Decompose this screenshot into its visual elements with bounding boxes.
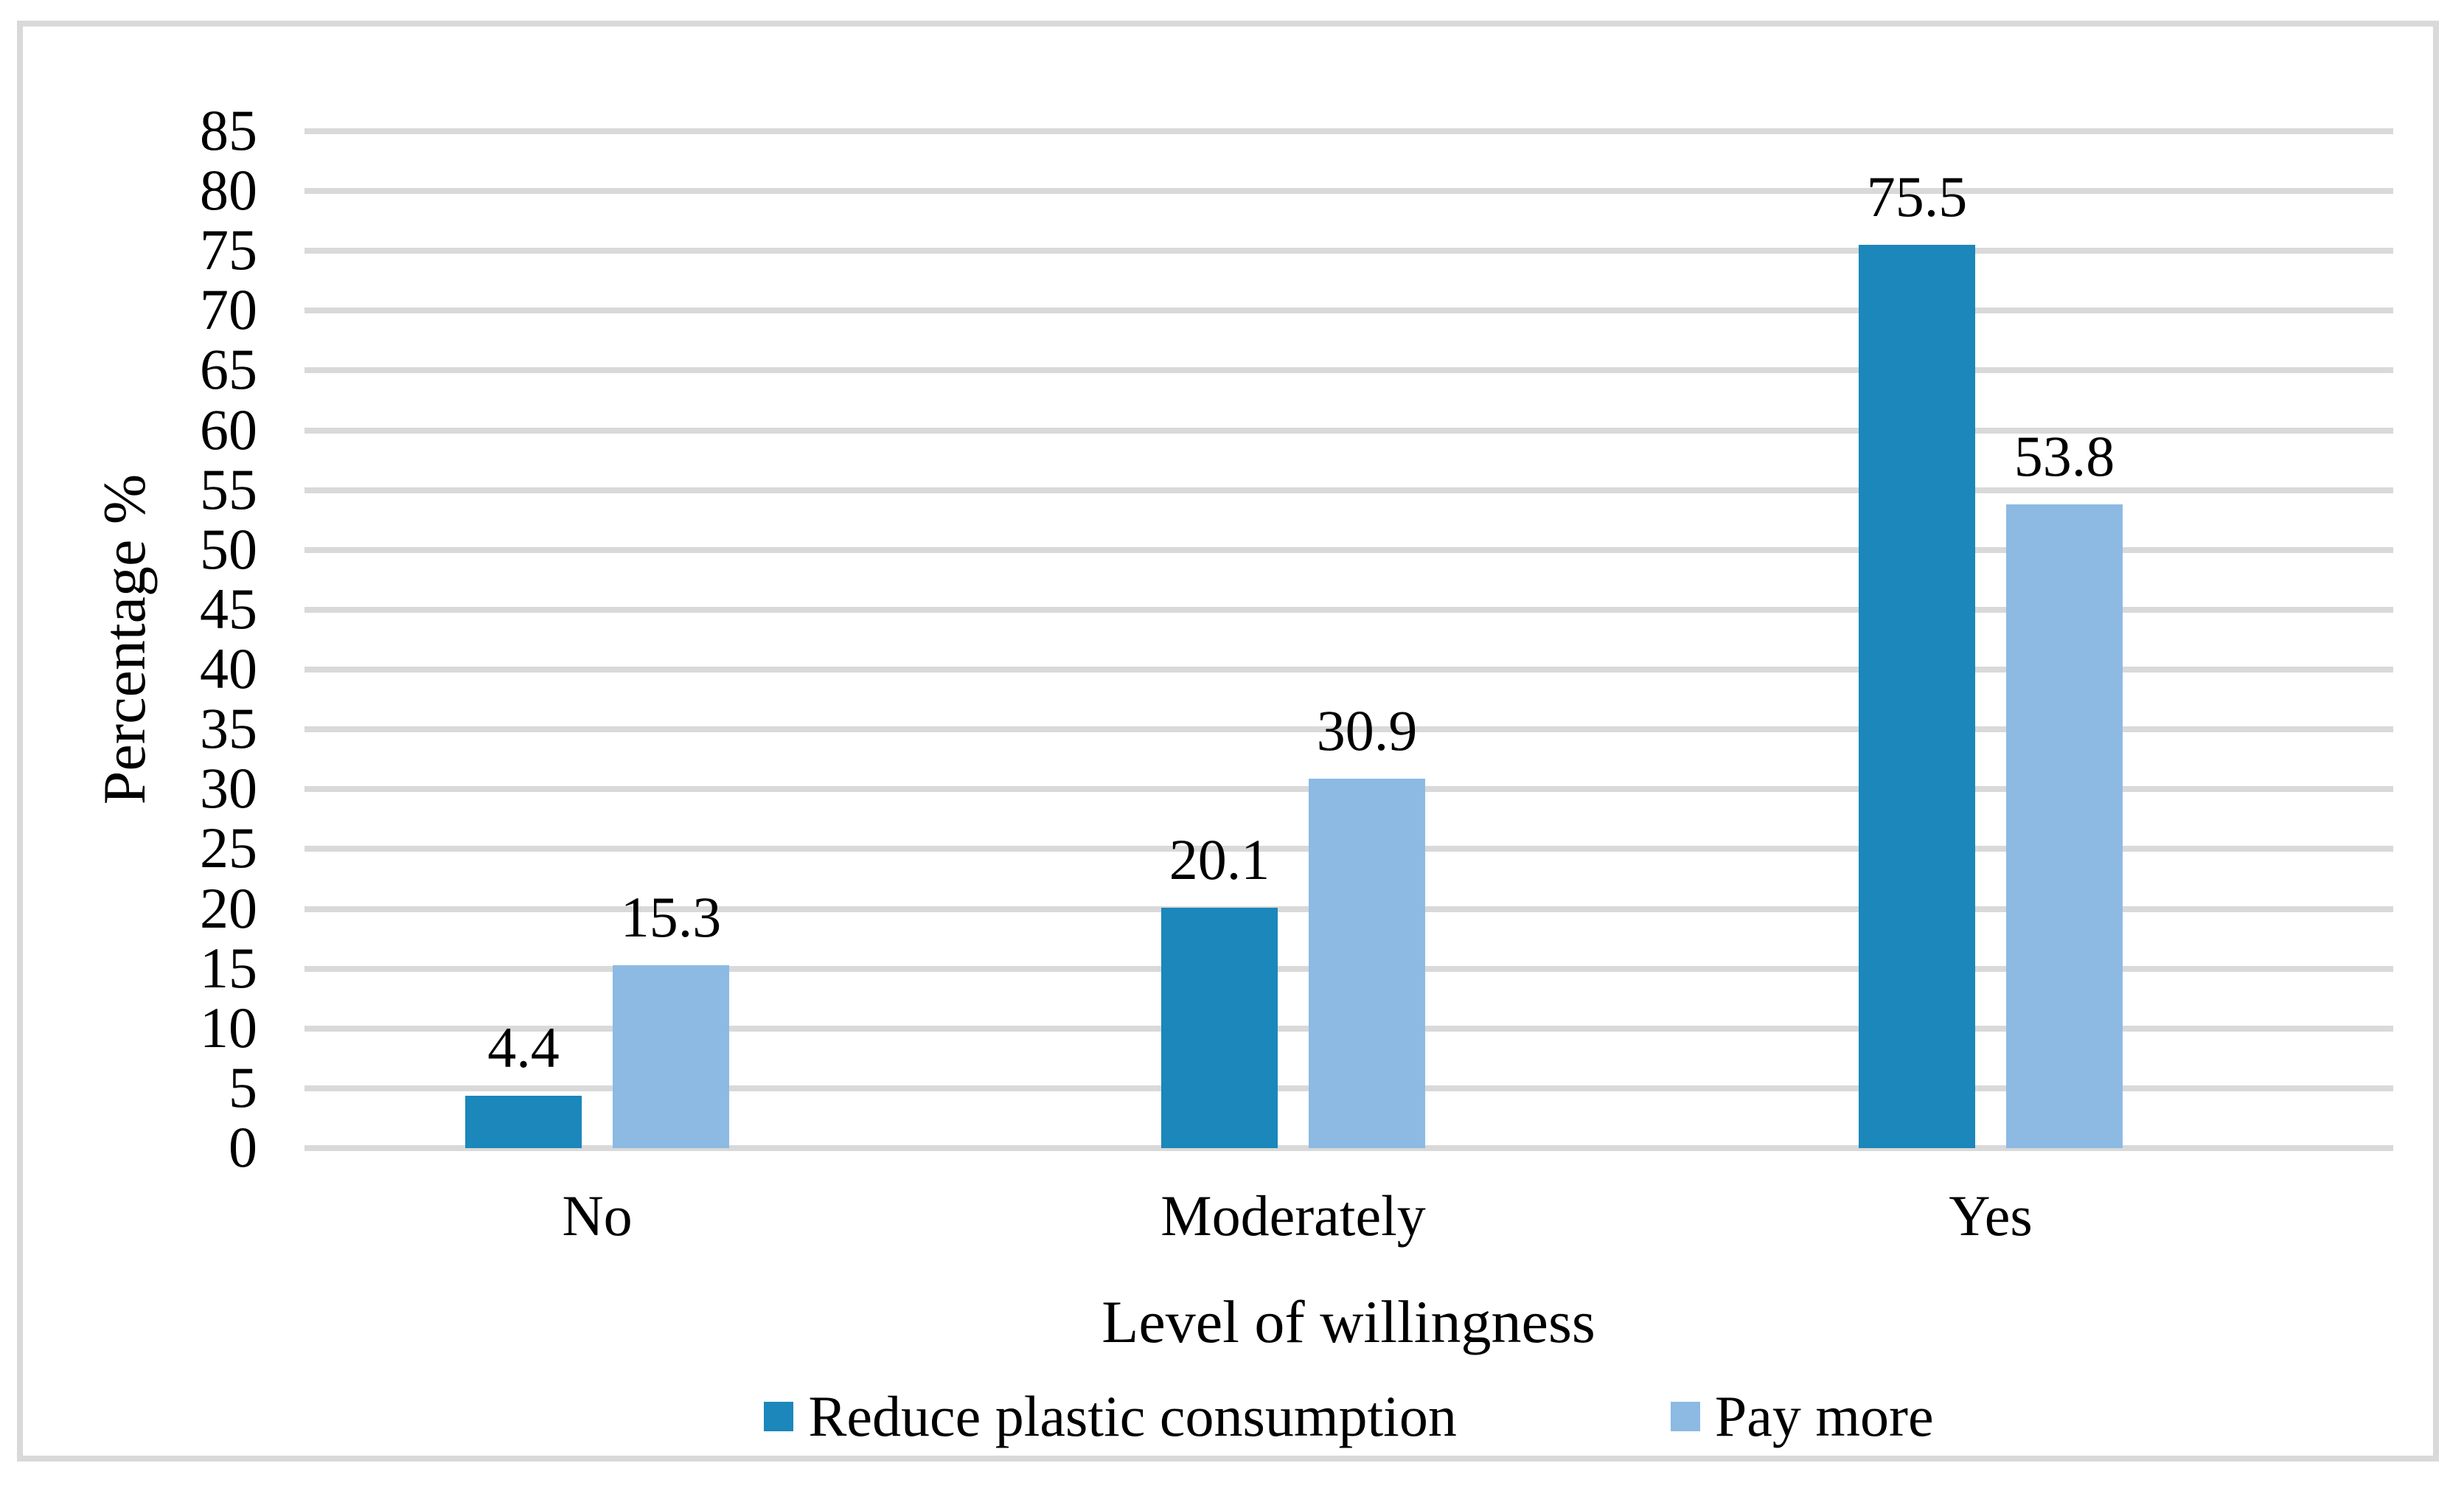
y-tick-label: 45 — [200, 576, 257, 641]
y-tick-label: 40 — [200, 636, 257, 701]
y-tick-label: 25 — [200, 816, 257, 880]
legend-marker-icon — [764, 1402, 794, 1431]
y-axis-tick-labels: 85 80 75 70 65 60 55 50 45 40 35 30 25 20 15 10 5 0 — [66, 27, 257, 1456]
y-tick-label: 70 — [200, 277, 257, 342]
x-axis-title: Level of willingness — [1102, 1288, 1595, 1355]
bar-reduce-plastic-consumption-yes — [1859, 245, 1975, 1148]
y-tick-label: 10 — [200, 995, 257, 1060]
y-tick-label: 0 — [229, 1115, 257, 1179]
y-tick-label: 30 — [200, 756, 257, 821]
x-tick-label-no: No — [562, 1184, 633, 1248]
y-tick-label: 55 — [200, 456, 257, 521]
bar-value-label: 4.4 — [487, 1015, 560, 1080]
y-tick-label: 35 — [200, 696, 257, 761]
y-tick-label: 75 — [200, 218, 257, 282]
y-tick-label: 80 — [200, 158, 257, 223]
gridline — [304, 427, 2393, 434]
y-tick-label: 85 — [200, 98, 257, 162]
gridline — [304, 667, 2393, 673]
y-tick-label: 20 — [200, 875, 257, 940]
y-tick-label: 15 — [200, 935, 257, 1000]
plot-area: 4.4 20.1 75.5 15.3 30.9 53.8 — [304, 128, 2393, 1151]
bar-pay-more-moderately — [1309, 778, 1425, 1148]
y-tick-label: 50 — [200, 516, 257, 581]
legend: Reduce plastic consumption Pay more — [304, 1382, 2393, 1451]
bar-value-label: 53.8 — [2014, 424, 2115, 489]
bar-value-label: 30.9 — [1316, 698, 1418, 762]
gridline — [304, 726, 2393, 733]
y-tick-label: 5 — [229, 1054, 257, 1119]
y-tick-label: 60 — [200, 397, 257, 462]
gridline — [304, 188, 2393, 195]
gridline — [304, 367, 2393, 374]
legend-label: Pay more — [1714, 1384, 1934, 1448]
chart-frame: Percentage % 85 80 75 70 65 60 55 50 45 40 35 30 25 2… — [17, 21, 2439, 1462]
bar-value-label: 20.1 — [1169, 827, 1270, 892]
gridline — [304, 307, 2393, 314]
legend-item-reduce-plastic-consumption: Reduce plastic consumption — [764, 1384, 1457, 1448]
bar-value-label: 15.3 — [620, 884, 722, 949]
x-tick-label-moderately: Moderately — [1160, 1184, 1426, 1248]
legend-label: Reduce plastic consumption — [808, 1384, 1457, 1448]
gridline — [304, 487, 2393, 493]
bar-value-label: 75.5 — [1866, 164, 1968, 229]
x-tick-label-yes: Yes — [1949, 1184, 2033, 1248]
legend-marker-icon — [1670, 1402, 1700, 1431]
bar-reduce-plastic-consumption-no — [465, 1095, 582, 1148]
y-tick-label: 65 — [200, 337, 257, 402]
gridline — [304, 128, 2393, 134]
gridline — [304, 248, 2393, 254]
bar-reduce-plastic-consumption-moderately — [1161, 907, 1278, 1148]
bar-pay-more-no — [613, 965, 729, 1148]
gridline — [304, 546, 2393, 553]
bar-pay-more-yes — [2006, 504, 2123, 1148]
gridline — [304, 606, 2393, 613]
gridline — [304, 1145, 2393, 1151]
legend-item-pay-more: Pay more — [1670, 1384, 1934, 1448]
